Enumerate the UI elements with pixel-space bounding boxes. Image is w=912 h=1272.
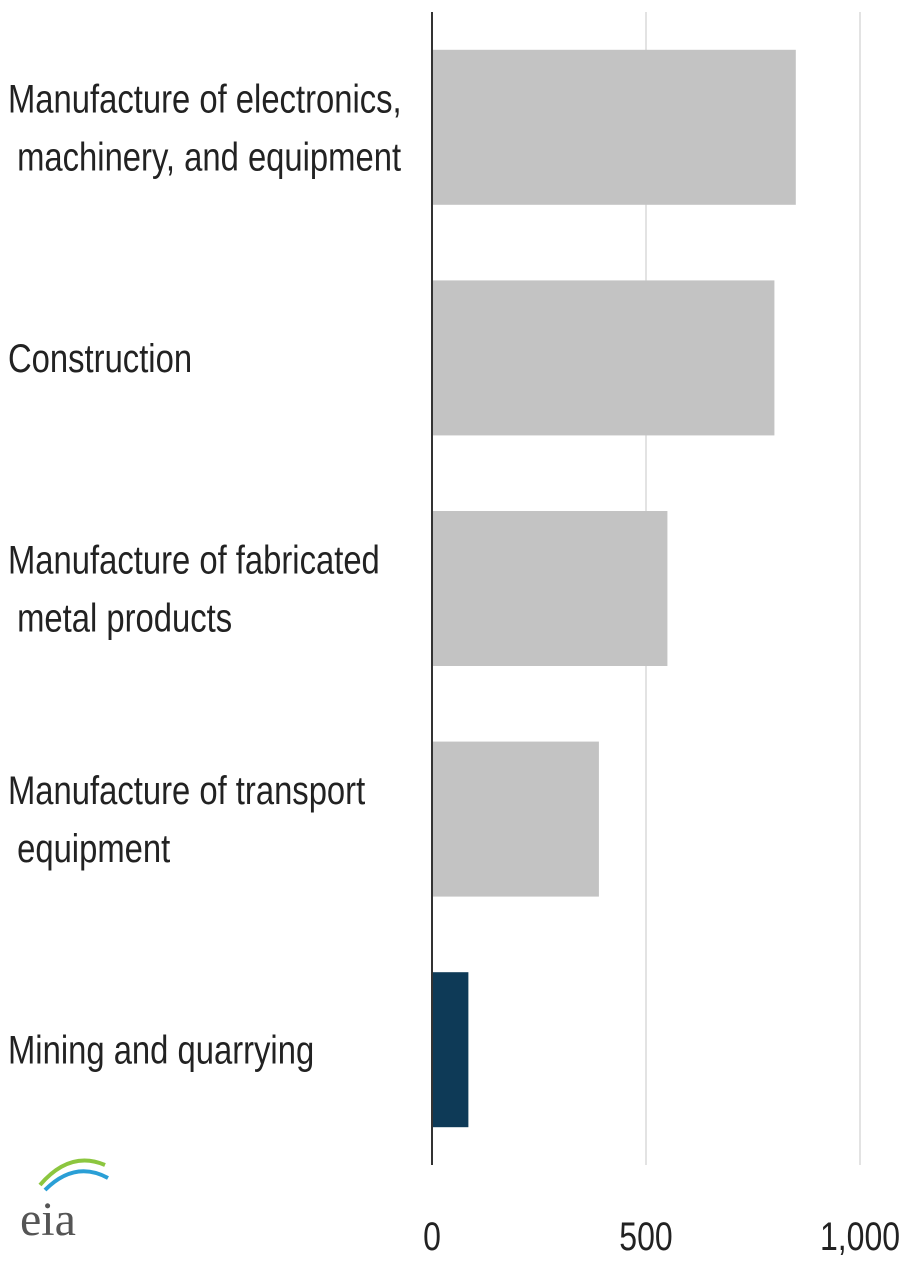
logo-arc: [38, 1158, 106, 1187]
y-tick-label: Manufacture of fabricated metal products: [8, 537, 380, 640]
category-label-group: Manufacture of transport equipment: [8, 768, 365, 871]
logo: eia: [20, 1158, 109, 1246]
y-tick-label: Manufacture of transport equipment: [8, 768, 365, 871]
bar: [432, 511, 668, 666]
x-tick-label: 0: [423, 1214, 441, 1259]
y-tick-label: Manufacture of electronics, machinery, a…: [8, 76, 402, 179]
logo-arc: [43, 1169, 109, 1192]
bar: [432, 49, 796, 205]
x-tick-label: 500: [619, 1214, 672, 1259]
bar: [432, 280, 775, 436]
category-label-group: Manufacture of electronics, machinery, a…: [8, 76, 402, 179]
category-label-group: Manufacture of fabricated metal products: [8, 537, 380, 640]
y-tick-label: Construction: [8, 336, 192, 381]
category-label-group: Mining and quarrying: [8, 1028, 314, 1073]
y-tick-label: Mining and quarrying: [8, 1028, 314, 1073]
x-tick-label: 1,000: [820, 1214, 900, 1259]
bar: [432, 972, 469, 1128]
logo-text: eia: [20, 1193, 76, 1246]
bar: [432, 741, 599, 897]
category-label-group: Construction: [8, 336, 192, 381]
